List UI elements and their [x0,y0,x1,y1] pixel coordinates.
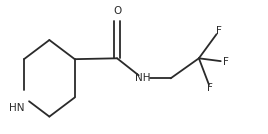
Text: HN: HN [9,103,25,113]
Text: F: F [207,83,213,93]
Text: O: O [113,6,121,16]
Text: F: F [223,57,229,67]
Text: F: F [216,26,222,36]
Text: NH: NH [135,73,150,83]
